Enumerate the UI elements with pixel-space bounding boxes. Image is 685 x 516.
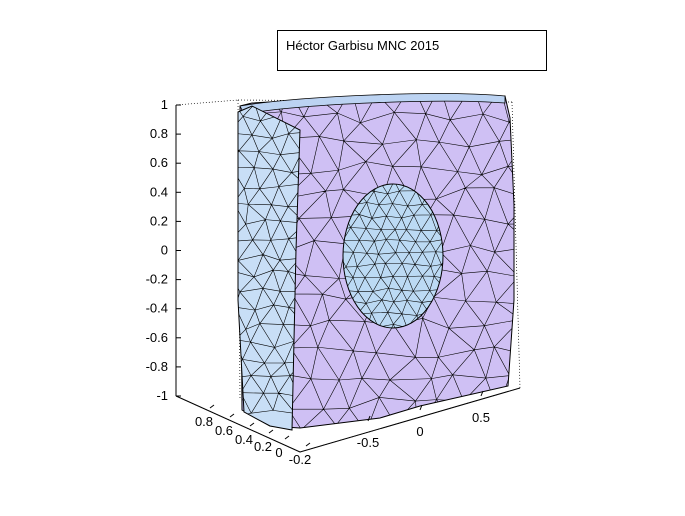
z-tick-label: -0.2 xyxy=(146,272,168,287)
z-tick-label: 0.4 xyxy=(150,184,168,199)
y-axis-ticks: 0.80.60.4 0.2 0 -0.2 xyxy=(195,404,311,467)
annotation-box: Héctor Garbisu MNC 2015 xyxy=(277,30,547,71)
y-tick-mark xyxy=(249,422,255,427)
mesh-edges xyxy=(343,184,443,328)
z-tick-label: 1 xyxy=(161,97,168,112)
x-tick-mark xyxy=(419,404,423,411)
x-tick-label: 0.5 xyxy=(472,410,490,425)
top-rim xyxy=(239,93,506,115)
mesh-surface xyxy=(237,93,515,431)
x-tick-mark xyxy=(480,390,484,397)
y-tick-mark xyxy=(209,404,215,409)
x-axis-ticks: -0.5 0 0.5 xyxy=(357,390,490,450)
x-tick-label: -0.5 xyxy=(357,435,379,450)
y-axis-line xyxy=(175,395,301,453)
y-tick-mark xyxy=(305,442,311,447)
x-tick-label: 0 xyxy=(416,424,423,439)
z-axis-ticks: 1 0.8 0.6 0.4 0.2 0 -0.2 -0.4 -0.6 -0.8 -1 xyxy=(146,97,181,403)
mesh-edges xyxy=(238,106,300,418)
y-tick-label: 0.2 xyxy=(254,439,272,454)
z-tick-label: -0.8 xyxy=(146,359,168,374)
y-tick-label: 0.8 xyxy=(195,414,213,429)
y-tick-mark xyxy=(284,435,290,440)
x-axis-line xyxy=(299,387,521,453)
z-tick-label: 0.6 xyxy=(150,155,168,170)
z-tick-label: 0 xyxy=(161,243,168,258)
y-tick-mark xyxy=(268,429,274,434)
y-tick-label: -0.2 xyxy=(289,452,311,467)
annotation-text: Héctor Garbisu MNC 2015 xyxy=(286,38,440,53)
z-tick-label: 0.2 xyxy=(150,213,168,228)
y-tick-label: 0.4 xyxy=(235,432,253,447)
left-face xyxy=(237,105,301,431)
y-tick-mark xyxy=(229,413,235,418)
x-tick-mark xyxy=(367,415,371,422)
z-tick-label: 0.8 xyxy=(150,126,168,141)
z-tick-label: -0.4 xyxy=(146,301,168,316)
z-tick-label: -0.6 xyxy=(146,330,168,345)
sphere xyxy=(342,183,444,329)
y-tick-label: 0 xyxy=(275,445,282,460)
y-tick-label: 0.6 xyxy=(215,423,233,438)
z-tick-label: -1 xyxy=(156,388,168,403)
